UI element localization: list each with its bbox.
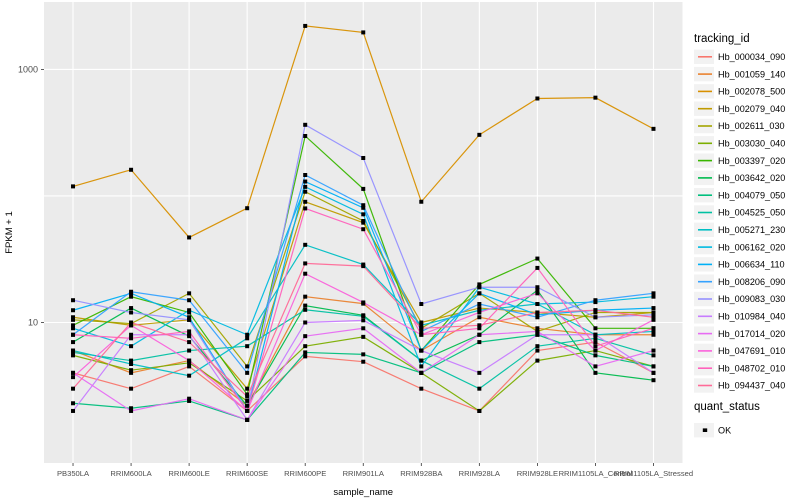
svg-text:Hb_004525_050: Hb_004525_050	[718, 208, 785, 218]
svg-text:Hb_003397_020: Hb_003397_020	[718, 156, 785, 166]
svg-text:Hb_004079_050: Hb_004079_050	[718, 190, 785, 200]
svg-text:sample_name: sample_name	[333, 487, 393, 498]
svg-text:FPKM + 1: FPKM + 1	[4, 211, 15, 254]
svg-text:Hb_094437_040: Hb_094437_040	[718, 381, 785, 391]
svg-text:Hb_003030_040: Hb_003030_040	[718, 139, 785, 149]
svg-text:RRIM901LA: RRIM901LA	[343, 469, 385, 478]
svg-text:Hb_002079_040: Hb_002079_040	[718, 104, 785, 114]
svg-text:RRIM928LE: RRIM928LE	[517, 469, 558, 478]
svg-text:Hb_001059_140: Hb_001059_140	[718, 69, 785, 79]
svg-text:RRIM928LA: RRIM928LA	[459, 469, 501, 478]
svg-text:Hb_047691_010: Hb_047691_010	[718, 346, 785, 356]
svg-text:Hb_002078_500: Hb_002078_500	[718, 87, 785, 97]
svg-text:RRIM1105LA_Stressed: RRIM1105LA_Stressed	[614, 469, 693, 478]
svg-text:PB350LA: PB350LA	[57, 469, 90, 478]
svg-text:RRIM600PE: RRIM600PE	[284, 469, 326, 478]
svg-text:Hb_006634_110: Hb_006634_110	[718, 260, 785, 270]
svg-text:RRIM600LE: RRIM600LE	[168, 469, 209, 478]
svg-text:Hb_008206_090: Hb_008206_090	[718, 277, 785, 287]
svg-text:Hb_005271_230: Hb_005271_230	[718, 225, 785, 235]
svg-text:quant_status: quant_status	[694, 401, 760, 413]
svg-text:OK: OK	[718, 425, 731, 435]
svg-text:Hb_009083_030: Hb_009083_030	[718, 294, 785, 304]
svg-text:10: 10	[28, 318, 38, 328]
svg-text:Hb_002611_030: Hb_002611_030	[718, 121, 785, 131]
svg-text:RRIM600SE: RRIM600SE	[226, 469, 268, 478]
svg-text:RRIM600LA: RRIM600LA	[110, 469, 152, 478]
svg-text:Hb_006162_020: Hb_006162_020	[718, 242, 785, 252]
svg-text:tracking_id: tracking_id	[694, 33, 750, 45]
svg-text:Hb_017014_020: Hb_017014_020	[718, 329, 785, 339]
svg-text:Hb_000034_090: Hb_000034_090	[718, 52, 785, 62]
svg-text:Hb_003642_020: Hb_003642_020	[718, 173, 785, 183]
svg-text:Hb_048702_010: Hb_048702_010	[718, 363, 785, 373]
svg-text:RRIM928BA: RRIM928BA	[400, 469, 443, 478]
svg-text:Hb_010984_040: Hb_010984_040	[718, 312, 785, 322]
svg-text:1000: 1000	[18, 64, 38, 74]
